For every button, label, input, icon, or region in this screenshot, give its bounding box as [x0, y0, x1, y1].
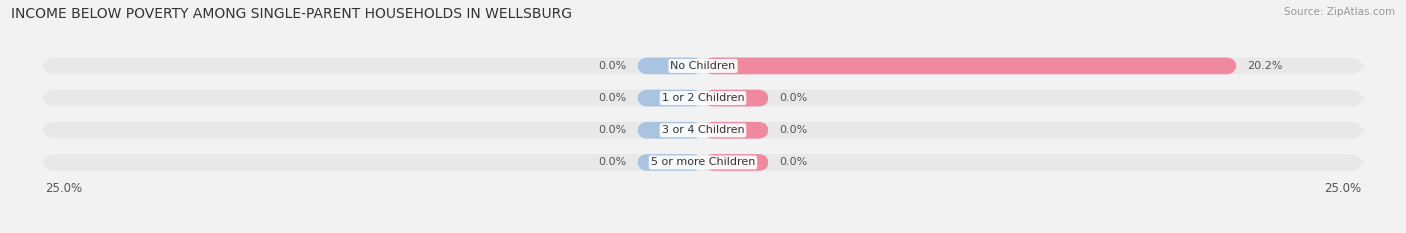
Text: 5 or more Children: 5 or more Children	[651, 158, 755, 168]
FancyBboxPatch shape	[42, 90, 1364, 106]
Text: 0.0%: 0.0%	[598, 125, 626, 135]
FancyBboxPatch shape	[42, 154, 1364, 171]
Text: 0.0%: 0.0%	[598, 158, 626, 168]
FancyBboxPatch shape	[42, 58, 1364, 74]
Text: 20.2%: 20.2%	[1247, 61, 1284, 71]
Text: No Children: No Children	[671, 61, 735, 71]
Text: 0.0%: 0.0%	[780, 125, 808, 135]
FancyBboxPatch shape	[637, 122, 703, 139]
FancyBboxPatch shape	[637, 154, 703, 171]
FancyBboxPatch shape	[703, 58, 1237, 74]
FancyBboxPatch shape	[703, 154, 769, 171]
Text: 0.0%: 0.0%	[598, 61, 626, 71]
Text: 25.0%: 25.0%	[45, 182, 82, 195]
Text: 25.0%: 25.0%	[1324, 182, 1361, 195]
FancyBboxPatch shape	[637, 58, 703, 74]
Text: INCOME BELOW POVERTY AMONG SINGLE-PARENT HOUSEHOLDS IN WELLSBURG: INCOME BELOW POVERTY AMONG SINGLE-PARENT…	[11, 7, 572, 21]
Text: 1 or 2 Children: 1 or 2 Children	[662, 93, 744, 103]
Text: 0.0%: 0.0%	[780, 93, 808, 103]
Text: 3 or 4 Children: 3 or 4 Children	[662, 125, 744, 135]
Text: 0.0%: 0.0%	[780, 158, 808, 168]
Text: 0.0%: 0.0%	[598, 93, 626, 103]
Text: Source: ZipAtlas.com: Source: ZipAtlas.com	[1284, 7, 1395, 17]
FancyBboxPatch shape	[637, 90, 703, 106]
FancyBboxPatch shape	[42, 122, 1364, 139]
FancyBboxPatch shape	[703, 122, 769, 139]
FancyBboxPatch shape	[703, 90, 769, 106]
